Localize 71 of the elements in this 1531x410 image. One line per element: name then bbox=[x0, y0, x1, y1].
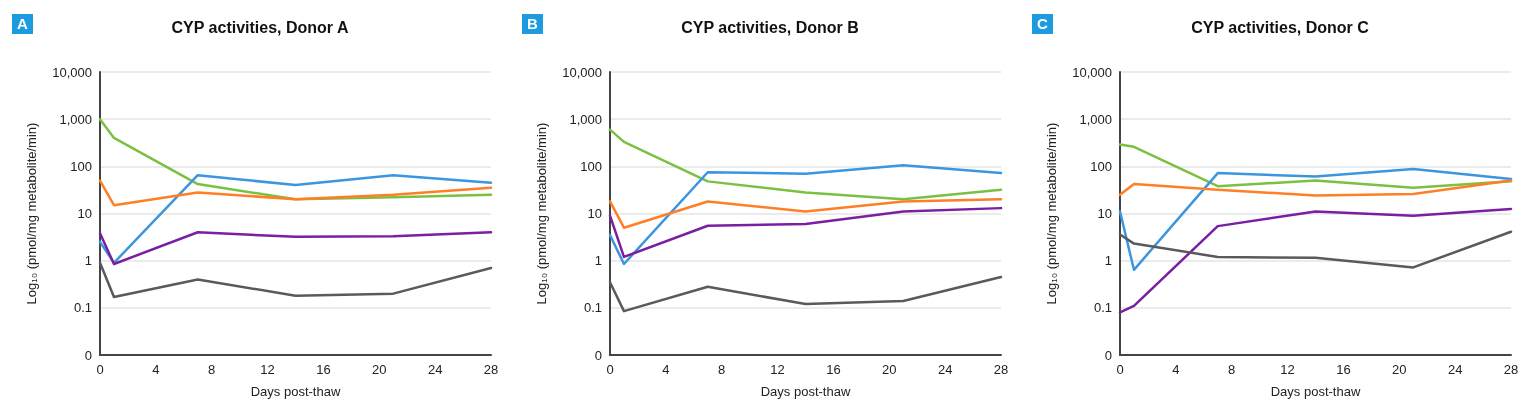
x-tick-label: 8 bbox=[1228, 362, 1236, 377]
y-tick-label: 1 bbox=[594, 253, 602, 269]
line-series bbox=[1118, 167, 1513, 272]
x-tick-label: 4 bbox=[152, 362, 160, 377]
text: C bbox=[1032, 14, 1053, 34]
x-tick-label: 8 bbox=[208, 362, 216, 377]
x-tick-label: 4 bbox=[1172, 362, 1180, 377]
x-tick-label: 28 bbox=[1503, 362, 1519, 377]
chart-title: CYP activities, Donor B bbox=[681, 18, 859, 36]
y-tick-label: 0 bbox=[594, 347, 602, 363]
y-tick-label: 10,000 bbox=[52, 64, 92, 80]
x-tick-label: 8 bbox=[718, 362, 726, 377]
x-tick-label: 20 bbox=[882, 362, 897, 377]
y-tick-label: 0.1 bbox=[583, 300, 602, 316]
y-axis-title: Log₁₀ (pmol/mg metabolite/min) bbox=[534, 122, 549, 305]
x-tick-label: 16 bbox=[316, 362, 331, 377]
line-series bbox=[608, 128, 1003, 201]
x-tick-label: 28 bbox=[483, 362, 499, 377]
x-tick-label: 24 bbox=[937, 362, 953, 377]
line-series bbox=[1118, 207, 1513, 314]
x-tick-label: 16 bbox=[826, 362, 841, 377]
y-tick-label: 10,000 bbox=[1072, 64, 1112, 80]
y-tick-label: 100 bbox=[1090, 158, 1112, 174]
x-tick-label: 24 bbox=[1447, 362, 1463, 377]
line-series bbox=[608, 164, 1003, 266]
y-tick-label: 0.1 bbox=[1093, 300, 1112, 316]
y-tick-label: 0.1 bbox=[73, 300, 92, 316]
y-tick-label: 10 bbox=[587, 206, 602, 221]
y-axis-title: Log₁₀ (pmol/mg metabolite/min) bbox=[1044, 122, 1059, 305]
x-tick-label: 4 bbox=[662, 362, 670, 377]
line-series bbox=[98, 173, 493, 265]
text: B bbox=[522, 14, 543, 34]
x-tick-label: 12 bbox=[260, 362, 275, 377]
x-axis-title: Days post-thaw bbox=[1270, 384, 1361, 399]
y-tick-label: 100 bbox=[70, 158, 92, 174]
chart-title: CYP activities, Donor A bbox=[171, 18, 349, 36]
line-series bbox=[98, 231, 493, 266]
line-series bbox=[1118, 143, 1513, 190]
x-tick-label: 0 bbox=[96, 362, 104, 377]
y-tick-label: 0 bbox=[84, 347, 92, 363]
line-series bbox=[608, 275, 1003, 313]
y-tick-label: 10 bbox=[77, 206, 92, 221]
y-tick-label: 1,000 bbox=[569, 111, 602, 127]
x-tick-label: 0 bbox=[606, 362, 614, 377]
x-tick-label: 20 bbox=[372, 362, 387, 377]
chart-title: CYP activities, Donor C bbox=[1191, 18, 1370, 36]
line-series bbox=[98, 179, 493, 207]
text: A bbox=[12, 14, 33, 34]
x-axis-title: Days post-thaw bbox=[250, 384, 341, 399]
line-series bbox=[1118, 230, 1513, 269]
line-series bbox=[608, 198, 1003, 229]
y-tick-label: 1,000 bbox=[59, 111, 92, 127]
y-tick-label: 10,000 bbox=[562, 64, 602, 80]
x-tick-label: 12 bbox=[1280, 362, 1295, 377]
y-tick-label: 1 bbox=[1104, 253, 1112, 269]
x-axis-title: Days post-thaw bbox=[760, 384, 851, 399]
y-tick-label: 1,000 bbox=[1079, 111, 1112, 127]
y-axis-title: Log₁₀ (pmol/mg metabolite/min) bbox=[24, 122, 39, 305]
x-tick-label: 0 bbox=[1116, 362, 1124, 377]
x-tick-label: 24 bbox=[427, 362, 443, 377]
x-tick-label: 16 bbox=[1336, 362, 1351, 377]
y-tick-label: 100 bbox=[580, 158, 602, 174]
x-tick-label: 20 bbox=[1392, 362, 1407, 377]
line-series bbox=[1118, 179, 1513, 197]
line-series bbox=[98, 261, 493, 299]
x-tick-label: 12 bbox=[770, 362, 785, 377]
y-tick-label: 0 bbox=[1104, 347, 1112, 363]
line-series bbox=[608, 206, 1003, 259]
x-tick-label: 28 bbox=[993, 362, 1009, 377]
y-tick-label: 1 bbox=[84, 253, 92, 269]
y-tick-label: 10 bbox=[1097, 206, 1112, 221]
